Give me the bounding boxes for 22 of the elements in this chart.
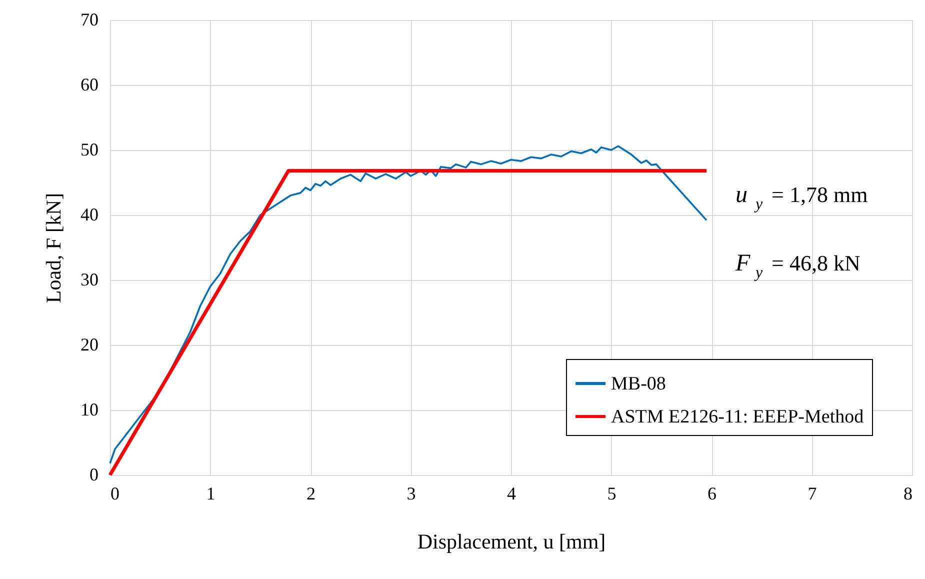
x-tick-label: 7 (808, 484, 817, 504)
x-tick-label: 0 (110, 484, 120, 504)
y-tick-label: 30 (80, 270, 98, 290)
y-tick-label: 10 (80, 400, 98, 420)
y-tick-label: 70 (80, 10, 98, 30)
x-tick-label: 1 (206, 484, 216, 504)
legend-label: ASTM E2126-11: EEEP-Method (611, 406, 864, 428)
x-axis-title: Displacement, u [mm] (417, 530, 606, 554)
y-tick-label: 50 (80, 140, 98, 160)
x-tick-label: 5 (607, 484, 616, 504)
y-tick-label: 40 (80, 204, 98, 224)
annotation: Fy = 46,8 kN (734, 250, 860, 282)
y-tick-label: 60 (80, 74, 98, 94)
y-tick-label: 0 (90, 464, 98, 484)
x-tick-label: 4 (507, 484, 516, 504)
legend-label: MB-08 (611, 374, 666, 394)
y-tick-label: 20 (80, 334, 98, 354)
x-tick-label: 8 (904, 484, 912, 504)
x-tick-label: 3 (406, 484, 416, 504)
x-tick-label: 6 (708, 484, 716, 504)
x-tick-label: 2 (306, 484, 316, 504)
y-axis-title: Load, F [kN] (42, 192, 66, 304)
